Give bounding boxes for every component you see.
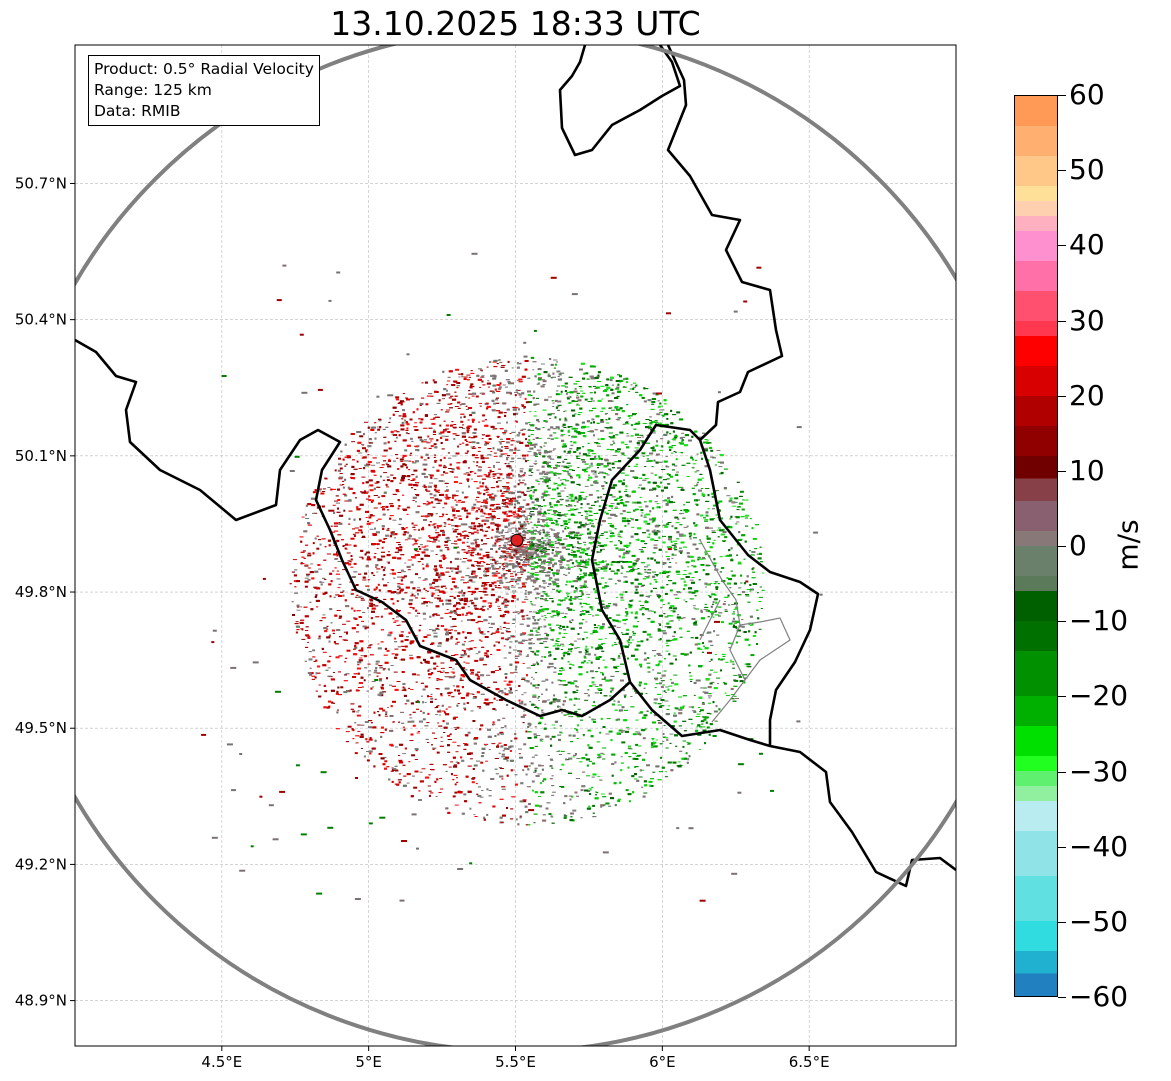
info-product: Product: 0.5° Radial Velocity bbox=[94, 60, 314, 78]
border-belgium-luxembourg bbox=[590, 423, 701, 683]
colorbar-label: m/s bbox=[1111, 519, 1145, 571]
colorbar-tick-label: −40 bbox=[1069, 829, 1129, 863]
colorbar-tick-mark bbox=[1058, 621, 1066, 623]
x-tick-label: 6°E bbox=[649, 1053, 676, 1071]
x-tick-label: 4.5°E bbox=[201, 1053, 242, 1071]
colorbar-tick-label: −30 bbox=[1069, 754, 1129, 788]
colorbar-tick-label: 0 bbox=[1069, 529, 1087, 562]
colorbar-tick-mark bbox=[1058, 696, 1066, 698]
colorbar-tick-label: 10 bbox=[1069, 453, 1105, 487]
colorbar-tick-label: −50 bbox=[1069, 904, 1129, 938]
internal-borders bbox=[699, 539, 791, 723]
y-tick-label: 50.1°N bbox=[15, 447, 67, 465]
colorbar-tick-mark bbox=[1058, 245, 1066, 247]
gridlines bbox=[75, 45, 956, 1046]
axis-ticks: 4.5°E 5°E 5.5°E 6°E 6.5°E 50.7°N 50.4°N 50.1°N 4… bbox=[15, 174, 830, 1071]
y-tick-label: 50.4°N bbox=[15, 311, 67, 329]
colorbar-tick-label: −10 bbox=[1069, 604, 1129, 638]
colorbar-tick-label: −60 bbox=[1069, 980, 1129, 1013]
map-title: 13.10.2025 18:33 UTC bbox=[330, 4, 701, 43]
border-france-belgium bbox=[75, 338, 631, 718]
colorbar-tick-mark bbox=[1058, 546, 1066, 547]
y-tick-label: 49.8°N bbox=[15, 583, 67, 601]
colorbar bbox=[1014, 95, 1058, 997]
info-data-source: Data: RMIB bbox=[94, 102, 181, 120]
y-tick-label: 49.2°N bbox=[15, 855, 67, 873]
colorbar-tick-mark bbox=[1058, 320, 1066, 322]
country-borders bbox=[75, 45, 956, 888]
colorbar-tick-mark bbox=[1058, 170, 1066, 172]
border-belgium-germany bbox=[558, 45, 956, 888]
info-range: Range: 125 km bbox=[94, 81, 212, 99]
colorbar-tick-mark bbox=[1058, 470, 1066, 472]
colorbar-tick-mark bbox=[1058, 997, 1066, 998]
border-france-luxembourg bbox=[628, 681, 771, 748]
colorbar-tick-label: 60 bbox=[1069, 78, 1105, 111]
y-tick-label: 50.7°N bbox=[15, 174, 67, 192]
x-tick-label: 5°E bbox=[355, 1053, 382, 1071]
colorbar-tick-label: 50 bbox=[1069, 153, 1105, 187]
colorbar-tick-mark bbox=[1058, 395, 1066, 397]
colorbar-tick-label: 30 bbox=[1069, 303, 1105, 337]
colorbar-tick-mark bbox=[1058, 846, 1066, 848]
x-tick-label: 6.5°E bbox=[789, 1053, 830, 1071]
y-tick-label: 48.9°N bbox=[15, 992, 67, 1010]
colorbar-tick-mark bbox=[1058, 921, 1066, 923]
colorbar-tick-label: −20 bbox=[1069, 679, 1129, 713]
x-tick-label: 5.5°E bbox=[495, 1053, 536, 1071]
colorbar-tick-mark bbox=[1058, 771, 1066, 773]
radar-site-marker[interactable] bbox=[510, 533, 524, 547]
colorbar-tick-label: 40 bbox=[1069, 228, 1105, 262]
y-tick-label: 49.5°N bbox=[15, 719, 67, 737]
colorbar-tick-mark bbox=[1058, 95, 1066, 96]
info-box: Product: 0.5° Radial Velocity Range: 125… bbox=[88, 55, 320, 126]
velocity-echoes bbox=[201, 252, 823, 902]
colorbar-tick-label: 20 bbox=[1069, 378, 1105, 412]
